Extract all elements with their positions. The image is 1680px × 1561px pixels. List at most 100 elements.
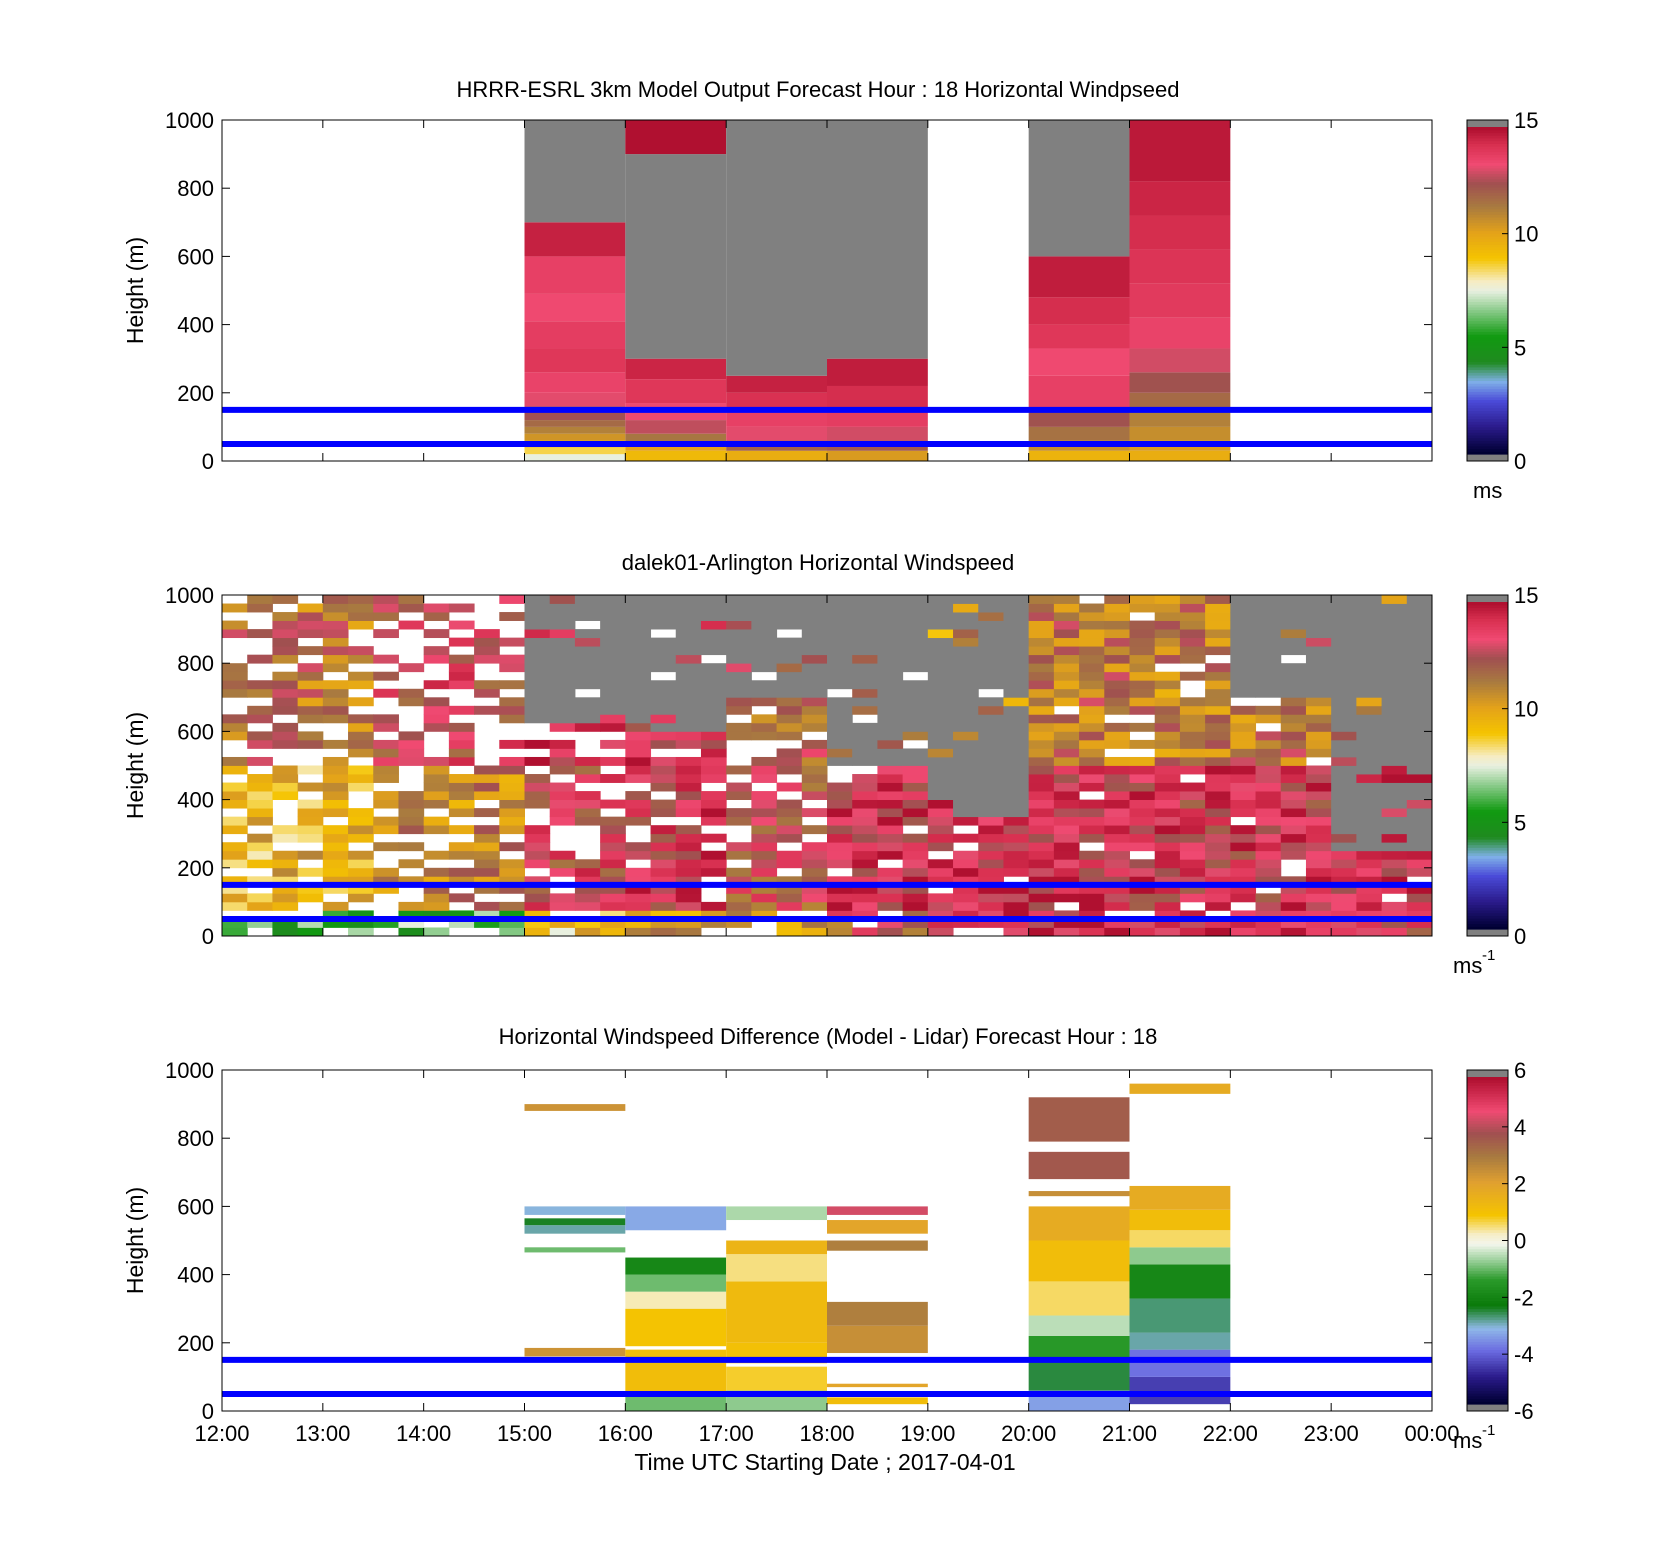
colorbar-swatch: [1467, 165, 1508, 169]
colorbar-swatch: [1467, 852, 1508, 857]
colorbar-swatch: [1467, 219, 1508, 223]
colorbar-swatch: [1467, 798, 1508, 802]
heatmap-cell: [751, 654, 778, 664]
heatmap-cell: [625, 379, 727, 404]
heatmap-cell: [1179, 833, 1206, 843]
heatmap-cell: [1028, 722, 1055, 732]
colorbar-swatch: [1467, 634, 1508, 639]
heatmap-cell: [1331, 918, 1357, 928]
colorbar-swatch: [1467, 148, 1508, 153]
heatmap-cell: [625, 1206, 727, 1231]
colorbar-swatch: [1467, 787, 1508, 791]
heatmap-cell: [1205, 825, 1231, 835]
heatmap-cell: [927, 774, 954, 783]
colorbar-swatch: [1467, 779, 1508, 783]
heatmap-cell: [1406, 808, 1433, 818]
heatmap-cell: [348, 739, 374, 749]
heatmap-cell: [776, 748, 803, 758]
heatmap-cell: [726, 646, 752, 656]
heatmap-cell: [247, 901, 273, 911]
colorbar-swatch: [1467, 1145, 1508, 1149]
colorbar-cap: [1467, 929, 1508, 936]
heatmap-cell: [1305, 688, 1332, 698]
heatmap-cell: [474, 842, 500, 852]
heatmap-cell: [877, 867, 904, 877]
heatmap-cell: [1406, 714, 1433, 724]
heatmap-cell: [801, 637, 828, 647]
heatmap-cell: [600, 850, 626, 860]
heatmap-cell: [1305, 697, 1332, 707]
colorbar-swatch: [1467, 1374, 1508, 1378]
heatmap-cell: [549, 765, 576, 775]
heatmap-cell: [978, 731, 1004, 741]
heatmap-cell: [373, 722, 399, 732]
heatmap-cell: [1406, 884, 1433, 894]
heatmap-cell: [1179, 595, 1206, 604]
colorbar-swatch: [1467, 1109, 1508, 1114]
heatmap-cell: [827, 697, 853, 707]
heatmap-cell: [827, 876, 853, 886]
colorbar-swatch: [1467, 418, 1508, 422]
colorbar-swatch: [1467, 648, 1508, 652]
heatmap-cell: [373, 603, 399, 613]
heatmap-cell: [574, 646, 601, 656]
heatmap-cell: [549, 901, 576, 911]
heatmap-cell: [1230, 671, 1257, 681]
heatmap-cell: [776, 808, 803, 818]
colorbar-swatch: [1467, 773, 1508, 777]
heatmap-cell: [373, 918, 399, 928]
heatmap-cell: [1028, 1240, 1130, 1282]
heatmap-cell: [927, 756, 954, 766]
colorbar-swatch: [1467, 847, 1508, 851]
heatmap-cell: [650, 637, 677, 647]
heatmap-cell: [675, 893, 702, 903]
heatmap-cell: [1104, 884, 1130, 894]
heatmap-cell: [1255, 774, 1282, 783]
heatmap-cell: [1154, 705, 1181, 715]
heatmap-cell: [1154, 859, 1181, 869]
heatmap-cell: [927, 748, 954, 758]
heatmap-cell: [827, 739, 853, 749]
heatmap-cell: [927, 603, 954, 613]
heatmap-cell: [1331, 833, 1357, 843]
heatmap-cell: [1129, 646, 1156, 656]
heatmap-cell: [1154, 756, 1181, 766]
heatmap-cell: [524, 688, 551, 698]
heatmap-cell: [751, 850, 778, 860]
heatmap-cell: [1079, 739, 1105, 749]
heatmap-cells: [524, 1083, 1231, 1411]
heatmap-cell: [953, 910, 979, 920]
heatmap-cell: [927, 765, 954, 775]
heatmap-cell: [272, 927, 299, 937]
heatmap-cell: [1356, 765, 1383, 775]
heatmap-cell: [776, 714, 803, 724]
heatmap-cell: [1280, 680, 1307, 690]
heatmap-cell: [1230, 603, 1257, 613]
heatmap-cell: [700, 791, 727, 800]
colorbar-swatch: [1467, 225, 1508, 229]
heatmap-cell: [1406, 620, 1433, 630]
heatmap-cell: [625, 927, 652, 937]
heatmap-cell: [398, 808, 425, 818]
colorbar-swatch: [1467, 1395, 1508, 1400]
heatmap-cell: [1205, 816, 1231, 826]
colorbar-swatch: [1467, 1262, 1508, 1266]
heatmap-cell: [625, 739, 652, 749]
heatmap-cell: [978, 637, 1004, 647]
heatmap-cell: [1381, 756, 1408, 766]
heatmap-cell: [877, 688, 904, 698]
heatmap-cell: [1280, 663, 1307, 673]
heatmap-cell: [423, 782, 450, 792]
heatmap-cell: [700, 816, 727, 826]
colorbar-swatch: [1467, 604, 1508, 609]
heatmap-cell: [1079, 884, 1105, 894]
colorbar-swatch: [1467, 364, 1508, 368]
heatmap-cell: [1331, 697, 1357, 707]
heatmap-cell: [776, 680, 803, 690]
heatmap-cell: [1003, 739, 1030, 749]
heatmap-cell: [247, 603, 273, 613]
heatmap-cell: [625, 620, 652, 630]
heatmap-cell: [297, 671, 324, 681]
